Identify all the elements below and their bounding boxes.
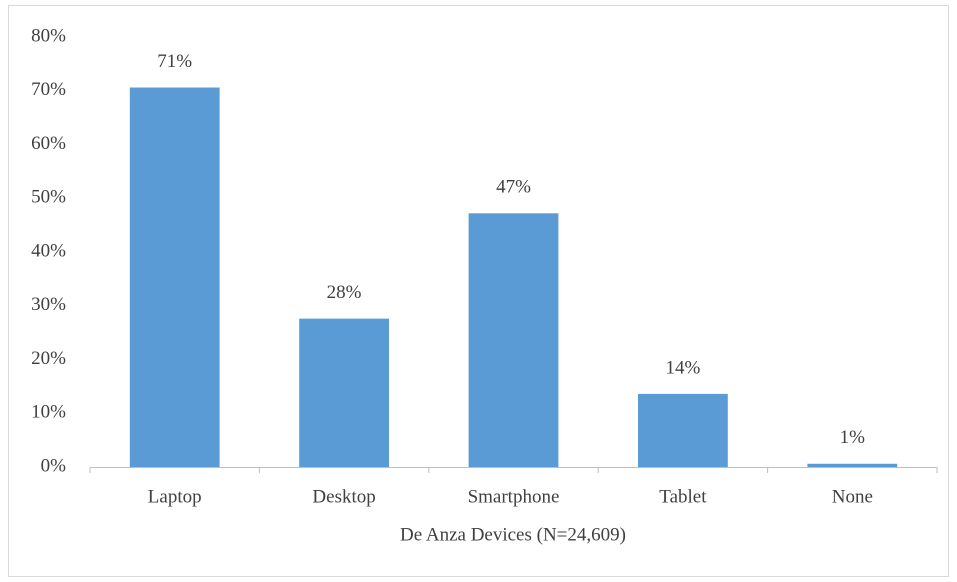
data-label: 28% [327,282,362,303]
x-tick-label: Smartphone [468,486,560,507]
data-label: 71% [157,51,192,72]
bar [638,393,728,467]
bar [129,87,220,468]
y-tick-label: 60% [31,133,66,154]
y-tick-label: 10% [31,402,66,423]
bar [468,213,559,467]
data-label: 1% [840,427,866,448]
data-label: 47% [496,177,531,198]
x-tick-label: Laptop [148,486,202,507]
y-tick-label: 40% [31,240,66,261]
x-axis-title: De Anza Devices (N=24,609) [400,524,626,545]
data-label: 14% [665,357,700,378]
y-tick-label: 30% [31,294,66,315]
x-tick-label: Tablet [659,486,707,507]
bar [807,463,898,467]
y-tick-label: 20% [31,348,66,369]
y-tick-label: 0% [41,455,67,476]
x-tick-label: None [832,486,873,507]
y-tick-label: 70% [31,79,66,100]
bar [299,318,389,467]
y-tick-label: 50% [31,187,66,208]
y-tick-label: 80% [31,25,66,46]
x-tick-label: Desktop [312,486,375,507]
